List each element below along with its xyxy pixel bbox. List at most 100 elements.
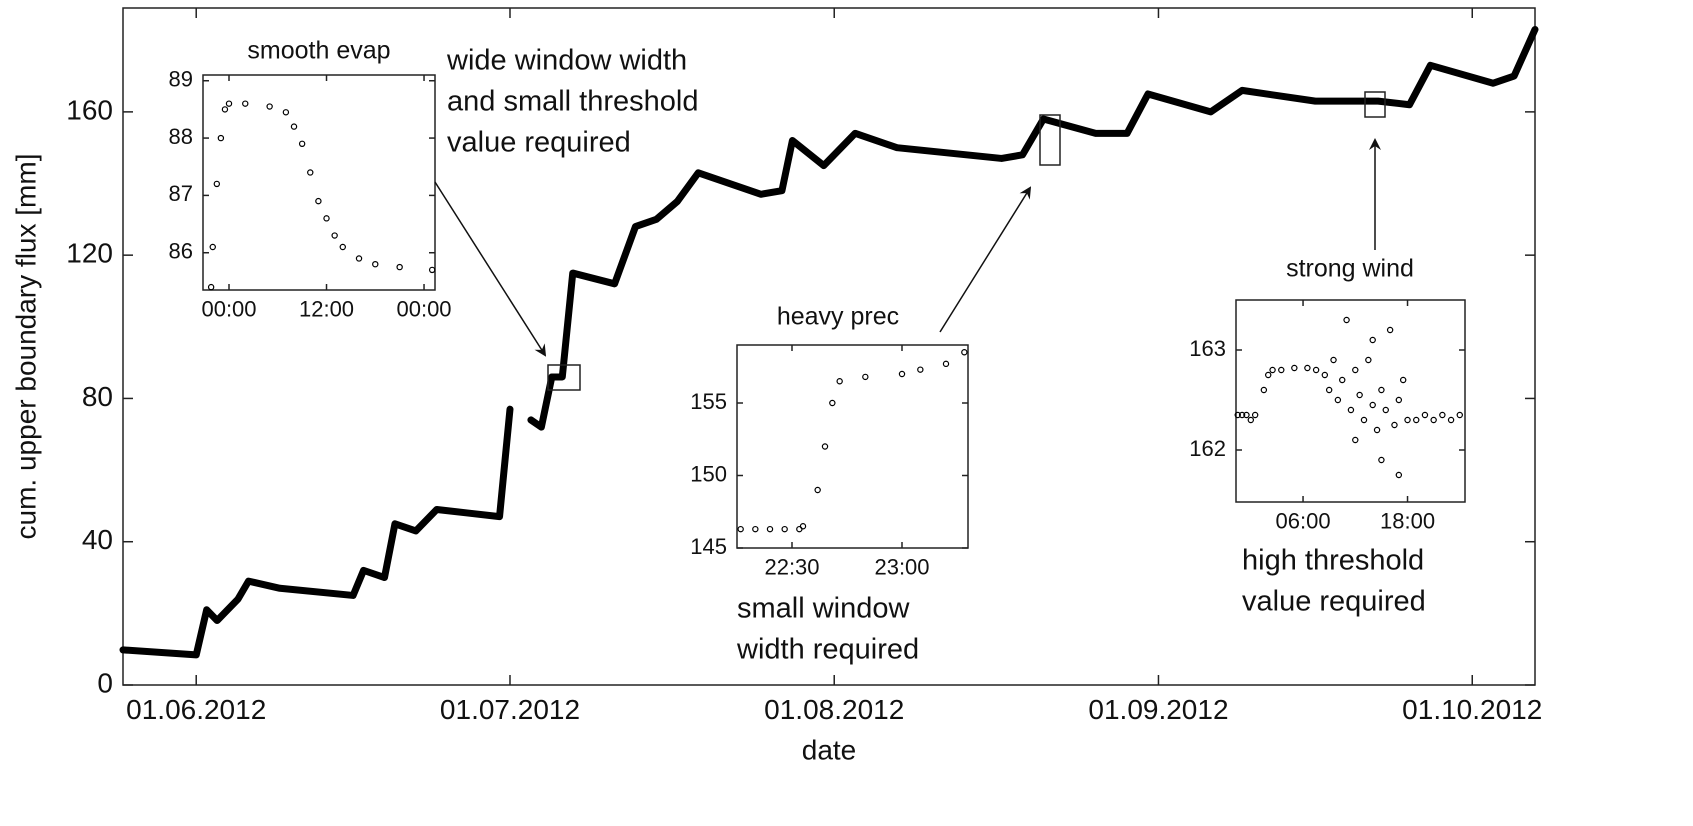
y-tick-label: 145 [690,534,727,559]
data-point [298,140,306,147]
y-tick-label: 155 [690,389,727,414]
y-tick-label: 89 [169,67,193,92]
inset-title: smooth evap [247,37,390,65]
x-tick-label: 06:00 [1276,509,1331,534]
x-tick-label: 00:00 [201,297,256,322]
data-point [1421,411,1429,419]
data-point [1330,356,1337,364]
x-tick-label: 01.06.2012 [126,694,266,725]
data-point [396,263,403,271]
annotation: high threshold [1242,545,1424,577]
data-point [737,525,744,533]
data-point [799,523,807,530]
data-point [1251,411,1259,419]
plot-frame [1235,299,1466,503]
data-point [1447,416,1455,424]
x-tick-label: 01.07.2012 [440,694,580,725]
data-point [1413,416,1420,424]
x-tick-label: 23:00 [874,555,929,580]
data-point [821,443,829,450]
data-point [217,134,225,142]
data-point [1304,364,1311,372]
x-tick-label: 18:00 [1380,509,1435,534]
y-tick-label: 88 [169,124,193,149]
x-tick-label: 22:30 [764,555,819,580]
data-point [1395,471,1403,479]
plot-frame [122,7,1536,686]
data-point [1325,386,1333,394]
data-point [752,525,759,533]
y-tick-label: 40 [82,524,113,555]
data-point [1343,316,1350,324]
data-point [1352,366,1359,374]
data-point [266,103,273,110]
y-tick-label: 87 [169,181,193,206]
zoom-box [1039,114,1061,166]
y-tick-label: 160 [66,94,113,125]
data-point [781,525,788,533]
annotation: wide window width [446,45,687,77]
data-point [242,100,249,107]
data-point [1312,366,1320,374]
data-point [1334,396,1342,404]
data-point [1247,416,1255,424]
x-tick-label: 01.10.2012 [1402,694,1542,725]
annotation: small window [737,593,910,625]
data-point [331,232,338,239]
data-point [1243,411,1250,419]
data-point [961,349,968,356]
plot-frame [736,344,969,549]
data-point [1339,376,1346,384]
data-point [372,261,379,268]
data-point [1404,416,1411,424]
y-tick-label: 120 [66,238,113,269]
y-tick-label: 150 [690,461,727,486]
data-point [1360,416,1368,424]
y-tick-label: 162 [1189,436,1226,461]
data-point [1238,411,1246,419]
data-point [917,366,924,373]
data-point [1386,326,1394,334]
zoom-box [547,364,581,391]
arrow [939,186,1032,333]
inset-title: heavy prec [777,303,899,331]
y-tick-label: 163 [1189,336,1226,361]
data-point [766,525,774,533]
data-line [119,405,514,659]
data-point [1347,406,1355,414]
data-point [836,378,843,385]
data-point [1391,421,1398,429]
data-point [1369,336,1376,344]
data-point [1278,366,1285,374]
data-point [1356,391,1363,399]
data-point [814,486,821,494]
data-point [315,197,322,205]
data-point [1378,456,1385,464]
data-point [1321,371,1329,379]
data-point [1456,411,1463,419]
data-point [1439,411,1446,419]
y-tick-label: 86 [169,239,193,264]
data-point [1395,396,1403,404]
data-point [209,243,216,251]
x-tick-label: 01.09.2012 [1088,694,1228,725]
data-point [1378,386,1385,394]
y-tick-label: 0 [97,667,113,698]
y-axis-label: cum. upper boundary flux [mm] [10,154,41,540]
annotation: width required [736,634,919,666]
data-point [898,370,906,378]
arrow [434,181,547,357]
data-point [323,215,330,222]
x-tick-label: 00:00 [396,297,451,322]
data-line [527,25,1539,431]
data-point [1352,436,1359,444]
x-axis-label: date [802,734,857,765]
y-tick-label: 80 [82,381,113,412]
data-point [862,373,869,381]
data-point [213,180,221,188]
data-point [428,266,436,274]
data-point [1430,416,1437,424]
data-point [1365,356,1372,364]
data-point [1382,406,1389,414]
